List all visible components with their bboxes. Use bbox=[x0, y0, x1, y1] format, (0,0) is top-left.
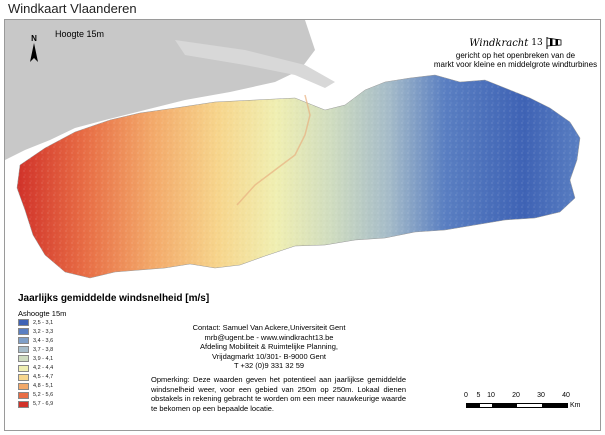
page-title: Windkaart Vlaanderen bbox=[8, 1, 137, 16]
legend-swatch bbox=[18, 328, 29, 336]
legend-item: 3,9 - 4,1 bbox=[18, 354, 53, 363]
scale-tick-label: 40 bbox=[562, 392, 570, 399]
contact-block: Contact: Samuel Van Ackere,Universiteit … bbox=[180, 323, 358, 371]
contact-line: Afdeling Mobiliteit & Ruimtelijke Planni… bbox=[200, 342, 338, 351]
scale-tick-label: 10 bbox=[487, 392, 495, 399]
legend-label: 4,8 - 5,1 bbox=[33, 383, 54, 390]
legend-swatch bbox=[18, 391, 29, 399]
legend-swatch bbox=[18, 400, 29, 408]
legend-label: 3,9 - 4,1 bbox=[33, 355, 54, 362]
contact-line: mrb@ugent.be - www.windkracht13.be bbox=[204, 332, 334, 342]
legend-label: 5,7 - 6,9 bbox=[33, 401, 54, 408]
legend-swatch bbox=[18, 355, 29, 363]
legend-item: 5,2 - 5,6 bbox=[18, 391, 53, 400]
legend-label: 3,7 - 3,8 bbox=[33, 346, 54, 353]
legend: 2,5 - 3,1 3,2 - 3,3 3,4 - 3,6 3,7 - 3,8 3,9 … bbox=[18, 318, 53, 409]
contact-line: T +32 (0)9 331 32 59 bbox=[233, 361, 305, 370]
map-canvas bbox=[5, 20, 581, 279]
brand-tagline-2: markt voor kleine en middelgrote windtur… bbox=[433, 60, 598, 69]
flanders-texture bbox=[17, 75, 580, 278]
legend-item: 3,2 - 3,3 bbox=[18, 327, 53, 336]
legend-swatch bbox=[18, 337, 29, 345]
legend-label: 5,2 - 5,6 bbox=[33, 392, 54, 399]
brand-logo-number: 13 bbox=[531, 37, 543, 48]
river-line bbox=[236, 94, 311, 206]
legend-swatch bbox=[18, 373, 29, 381]
scale-tick-label: 5 bbox=[476, 392, 481, 399]
legend-swatch bbox=[18, 319, 29, 327]
legend-label: 3,2 - 3,3 bbox=[33, 328, 54, 335]
scale-bar-graphic bbox=[466, 403, 568, 408]
scale-unit: Km bbox=[570, 402, 581, 409]
scale-tick-labels: 0 5 10 20 30 40 bbox=[464, 392, 570, 401]
legend-label: 3,4 - 3,6 bbox=[33, 337, 54, 344]
legend-subtitle: Ashoogte 15m bbox=[18, 309, 67, 318]
brand-logo-text: Windkracht bbox=[469, 37, 529, 49]
legend-swatch bbox=[18, 382, 29, 390]
scale-tick-label: 20 bbox=[512, 392, 520, 399]
legend-item: 4,8 - 5,1 bbox=[18, 382, 53, 391]
north-arrow-icon bbox=[30, 43, 38, 62]
contact-line: Vrijdagmarkt 10/301- B-9000 Gent bbox=[212, 351, 326, 361]
legend-item: 3,4 - 3,6 bbox=[18, 336, 53, 345]
branding-block: Windkracht 13 gericht op het openbreken … bbox=[428, 36, 603, 69]
north-label: N bbox=[31, 34, 37, 43]
brand-logo: Windkracht 13 bbox=[428, 36, 603, 50]
legend-label: 4,5 - 4,7 bbox=[33, 374, 54, 381]
scale-tick-label: 30 bbox=[537, 392, 545, 399]
contact-line: Contact: Samuel Van Ackere,Universiteit … bbox=[192, 323, 346, 332]
scale-tick-label: 0 bbox=[464, 392, 468, 399]
legend-item: 4,2 - 4,4 bbox=[18, 363, 53, 372]
legend-item: 2,5 - 3,1 bbox=[18, 318, 53, 327]
legend-swatch bbox=[18, 346, 29, 354]
legend-item: 3,7 - 3,8 bbox=[18, 345, 53, 354]
remark-note: Opmerking: Deze waarden geven het potent… bbox=[151, 375, 406, 413]
brand-tagline-1: gericht op het openbreken van de bbox=[455, 51, 576, 60]
legend-item: 5,7 - 6,9 bbox=[18, 400, 53, 409]
legend-title: Jaarlijks gemiddelde windsnelheid [m/s] bbox=[18, 293, 210, 304]
legend-label: 2,5 - 3,1 bbox=[33, 319, 54, 326]
legend-swatch bbox=[18, 364, 29, 372]
windsock-icon bbox=[546, 37, 562, 49]
height-label: Hoogte 15m bbox=[55, 29, 105, 39]
scale-bar: 0 5 10 20 30 40 Km bbox=[464, 392, 580, 409]
legend-label: 4,2 - 4,4 bbox=[33, 365, 54, 372]
estuary bbox=[175, 40, 335, 88]
legend-item: 4,5 - 4,7 bbox=[18, 373, 53, 382]
